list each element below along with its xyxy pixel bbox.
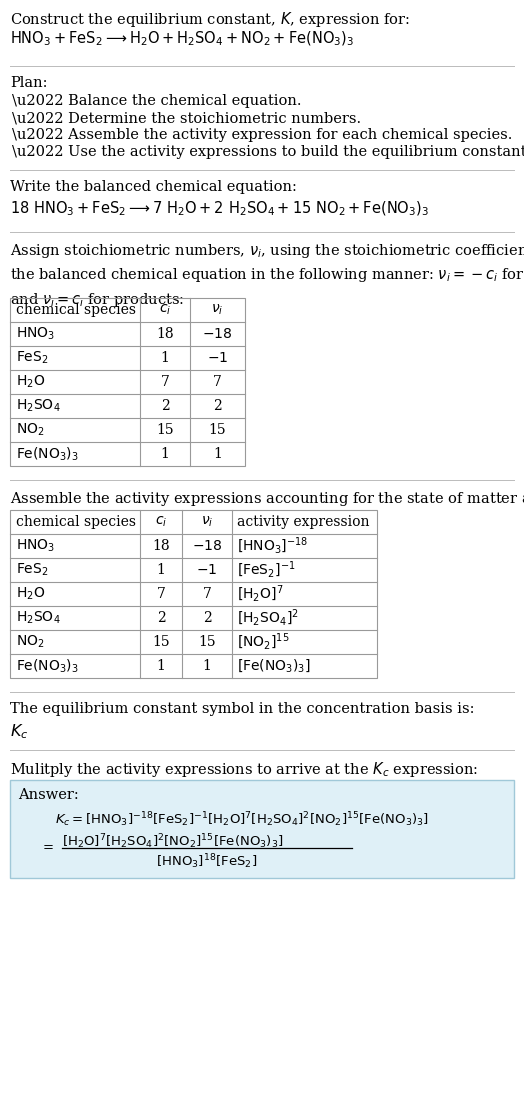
Text: Assemble the activity expressions accounting for the state of matter and $\nu_i$: Assemble the activity expressions accoun… bbox=[10, 490, 524, 508]
Text: Answer:: Answer: bbox=[18, 788, 79, 802]
Text: $\mathrm{Fe(NO_3)_3}$: $\mathrm{Fe(NO_3)_3}$ bbox=[16, 657, 79, 675]
Text: 2: 2 bbox=[213, 399, 222, 413]
Text: $-18$: $-18$ bbox=[192, 539, 222, 553]
Text: $c_i$: $c_i$ bbox=[155, 515, 167, 529]
Text: \u2022 Use the activity expressions to build the equilibrium constant expression: \u2022 Use the activity expressions to b… bbox=[12, 144, 524, 159]
Text: chemical species: chemical species bbox=[16, 303, 136, 317]
Text: $[\mathrm{H_2SO_4}]^{2}$: $[\mathrm{H_2SO_4}]^{2}$ bbox=[237, 608, 299, 629]
Text: \u2022 Assemble the activity expression for each chemical species.: \u2022 Assemble the activity expression … bbox=[12, 128, 512, 142]
Text: 15: 15 bbox=[156, 422, 174, 437]
Text: Mulitply the activity expressions to arrive at the $K_c$ expression:: Mulitply the activity expressions to arr… bbox=[10, 760, 478, 779]
Text: activity expression: activity expression bbox=[237, 515, 369, 529]
Text: Plan:: Plan: bbox=[10, 76, 48, 90]
Text: 1: 1 bbox=[160, 447, 169, 461]
Text: \u2022 Balance the chemical equation.: \u2022 Balance the chemical equation. bbox=[12, 94, 301, 108]
Text: $\mathrm{FeS_2}$: $\mathrm{FeS_2}$ bbox=[16, 350, 49, 366]
Text: 7: 7 bbox=[213, 375, 222, 389]
Text: $[\mathrm{HNO_3}]^{18} [\mathrm{FeS_2}]$: $[\mathrm{HNO_3}]^{18} [\mathrm{FeS_2}]$ bbox=[157, 852, 258, 870]
Text: 1: 1 bbox=[213, 447, 222, 461]
Text: $[\mathrm{H_2O}]^{7} [\mathrm{H_2SO_4}]^{2} [\mathrm{NO_2}]^{15} [\mathrm{Fe(NO_: $[\mathrm{H_2O}]^{7} [\mathrm{H_2SO_4}]^… bbox=[62, 832, 283, 850]
Text: $\mathrm{18\ HNO_3 + FeS_2 \longrightarrow 7\ H_2O + 2\ H_2SO_4 + 15\ NO_2 + Fe(: $\mathrm{18\ HNO_3 + FeS_2 \longrightarr… bbox=[10, 200, 429, 218]
Text: $[\mathrm{HNO_3}]^{-18}$: $[\mathrm{HNO_3}]^{-18}$ bbox=[237, 536, 308, 556]
Text: 2: 2 bbox=[203, 611, 211, 625]
Text: 2: 2 bbox=[161, 399, 169, 413]
Text: 7: 7 bbox=[203, 587, 212, 601]
Text: $\nu_i$: $\nu_i$ bbox=[211, 303, 224, 318]
Text: $\mathrm{H_2O}$: $\mathrm{H_2O}$ bbox=[16, 586, 45, 602]
Text: Assign stoichiometric numbers, $\nu_i$, using the stoichiometric coefficients, $: Assign stoichiometric numbers, $\nu_i$, … bbox=[10, 242, 524, 309]
Text: The equilibrium constant symbol in the concentration basis is:: The equilibrium constant symbol in the c… bbox=[10, 702, 475, 716]
Text: $\mathrm{HNO_3}$: $\mathrm{HNO_3}$ bbox=[16, 325, 55, 342]
Text: $\mathrm{NO_2}$: $\mathrm{NO_2}$ bbox=[16, 421, 45, 438]
Text: 18: 18 bbox=[156, 326, 174, 341]
Text: $[\mathrm{NO_2}]^{15}$: $[\mathrm{NO_2}]^{15}$ bbox=[237, 632, 290, 652]
Text: $=$: $=$ bbox=[40, 839, 54, 853]
Text: $\mathrm{H_2SO_4}$: $\mathrm{H_2SO_4}$ bbox=[16, 398, 61, 415]
Text: $-18$: $-18$ bbox=[202, 326, 233, 341]
Text: $c_i$: $c_i$ bbox=[159, 303, 171, 318]
Text: $[\mathrm{FeS_2}]^{-1}$: $[\mathrm{FeS_2}]^{-1}$ bbox=[237, 560, 296, 580]
Text: $-1$: $-1$ bbox=[196, 563, 217, 577]
Text: $-1$: $-1$ bbox=[207, 351, 228, 365]
Text: $\mathrm{FeS_2}$: $\mathrm{FeS_2}$ bbox=[16, 561, 49, 578]
Text: 18: 18 bbox=[152, 539, 170, 553]
Text: Write the balanced chemical equation:: Write the balanced chemical equation: bbox=[10, 180, 297, 194]
Bar bbox=[10, 298, 245, 465]
Text: 15: 15 bbox=[209, 422, 226, 437]
Text: 1: 1 bbox=[160, 351, 169, 365]
Text: $\mathrm{HNO_3}$: $\mathrm{HNO_3}$ bbox=[16, 538, 55, 554]
Text: $\mathrm{HNO_3 + FeS_2 \longrightarrow H_2O + H_2SO_4 + NO_2 + Fe(NO_3)_3}$: $\mathrm{HNO_3 + FeS_2 \longrightarrow H… bbox=[10, 30, 354, 49]
Text: 1: 1 bbox=[157, 563, 166, 577]
Text: 7: 7 bbox=[160, 375, 169, 389]
Text: 1: 1 bbox=[203, 658, 212, 673]
Text: 2: 2 bbox=[157, 611, 166, 625]
Text: 1: 1 bbox=[157, 658, 166, 673]
Text: $K_c = [\mathrm{HNO_3}]^{-18} [\mathrm{FeS_2}]^{-1} [\mathrm{H_2O}]^{7} [\mathrm: $K_c = [\mathrm{HNO_3}]^{-18} [\mathrm{F… bbox=[55, 810, 429, 828]
Text: $\mathrm{Fe(NO_3)_3}$: $\mathrm{Fe(NO_3)_3}$ bbox=[16, 446, 79, 462]
Text: $\mathrm{NO_2}$: $\mathrm{NO_2}$ bbox=[16, 634, 45, 650]
Text: 15: 15 bbox=[152, 635, 170, 649]
Text: 7: 7 bbox=[157, 587, 166, 601]
Text: $[\mathrm{Fe(NO_3)_3}]$: $[\mathrm{Fe(NO_3)_3}]$ bbox=[237, 657, 311, 674]
Text: \u2022 Determine the stoichiometric numbers.: \u2022 Determine the stoichiometric numb… bbox=[12, 111, 361, 125]
Text: chemical species: chemical species bbox=[16, 515, 136, 529]
Bar bbox=[10, 510, 377, 678]
Text: $\mathrm{H_2O}$: $\mathrm{H_2O}$ bbox=[16, 374, 45, 390]
Text: $\nu_i$: $\nu_i$ bbox=[201, 515, 213, 529]
Text: $K_c$: $K_c$ bbox=[10, 722, 28, 741]
Text: $\mathrm{H_2SO_4}$: $\mathrm{H_2SO_4}$ bbox=[16, 610, 61, 627]
Text: Construct the equilibrium constant, $K$, expression for:: Construct the equilibrium constant, $K$,… bbox=[10, 10, 410, 29]
FancyBboxPatch shape bbox=[10, 780, 514, 878]
Text: 15: 15 bbox=[198, 635, 216, 649]
Text: $[\mathrm{H_2O}]^{7}$: $[\mathrm{H_2O}]^{7}$ bbox=[237, 583, 283, 604]
